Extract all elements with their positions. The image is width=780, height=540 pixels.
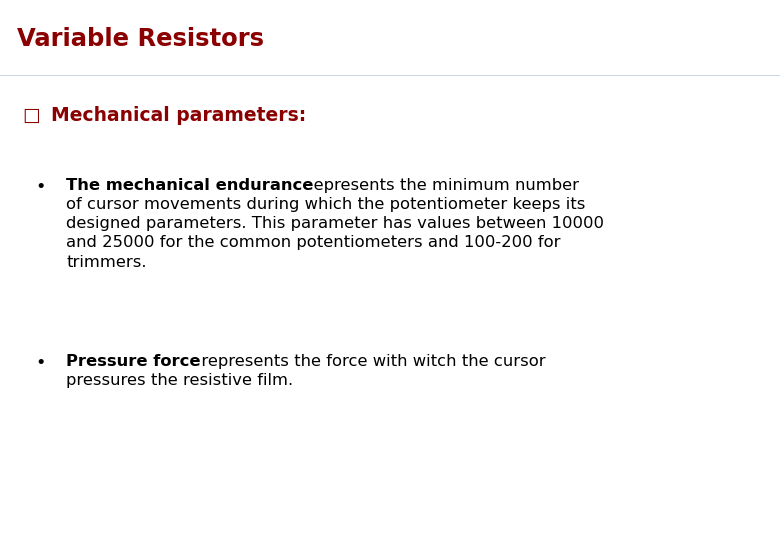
Text: Mechanical parameters:: Mechanical parameters: bbox=[51, 106, 306, 125]
Text: The mechanical endurance – represents the minimum number
of cursor movements dur: The mechanical endurance – represents th… bbox=[66, 178, 604, 269]
Text: Pressure force – represents the force with witch the cursor
pressures the resist: Pressure force – represents the force wi… bbox=[66, 354, 546, 388]
Text: The mechanical endurance: The mechanical endurance bbox=[66, 178, 314, 193]
Text: Pressure force: Pressure force bbox=[66, 354, 200, 369]
Text: □: □ bbox=[22, 106, 40, 125]
Text: •: • bbox=[35, 354, 45, 372]
Text: Variable Resistors: Variable Resistors bbox=[17, 28, 264, 51]
Text: •: • bbox=[35, 178, 45, 196]
